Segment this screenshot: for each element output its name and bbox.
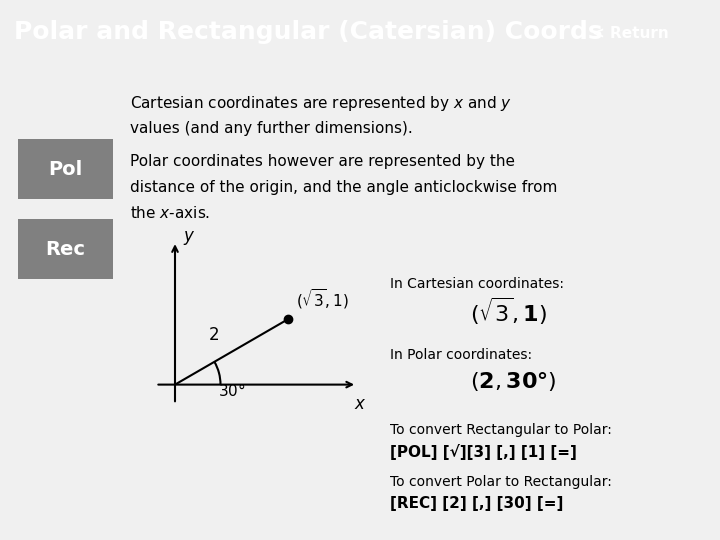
- Text: $(\sqrt{3},1)$: $(\sqrt{3},1)$: [296, 287, 348, 312]
- Text: [REC] [2] [,] [30] [=]: [REC] [2] [,] [30] [=]: [390, 496, 563, 511]
- Text: $y$: $y$: [183, 229, 195, 247]
- Text: Polar coordinates however are represented by the: Polar coordinates however are represente…: [130, 153, 515, 168]
- Text: $(\mathbf{2}, \mathbf{30°})$: $(\mathbf{2}, \mathbf{30°})$: [470, 370, 557, 393]
- Text: To convert Polar to Rectangular:: To convert Polar to Rectangular:: [390, 475, 612, 489]
- Text: Pol: Pol: [48, 159, 82, 179]
- FancyBboxPatch shape: [18, 219, 113, 279]
- Text: [POL] [√][3] [,] [1] [=]: [POL] [√][3] [,] [1] [=]: [390, 444, 577, 460]
- Text: Polar and Rectangular (Catersian) Coords: Polar and Rectangular (Catersian) Coords: [14, 21, 603, 44]
- Text: Cartesian coordinates are represented by $x$ and $y$: Cartesian coordinates are represented by…: [130, 94, 512, 113]
- Text: $30°$: $30°$: [218, 382, 246, 399]
- Text: distance of the origin, and the angle anticlockwise from: distance of the origin, and the angle an…: [130, 180, 557, 194]
- Text: the $x$-axis.: the $x$-axis.: [130, 205, 210, 221]
- Text: $2$: $2$: [208, 326, 219, 344]
- Text: Rec: Rec: [45, 240, 85, 259]
- FancyBboxPatch shape: [18, 139, 113, 199]
- Text: In Polar coordinates:: In Polar coordinates:: [390, 348, 532, 362]
- Text: To convert Rectangular to Polar:: To convert Rectangular to Polar:: [390, 423, 612, 437]
- Text: values (and any further dimensions).: values (and any further dimensions).: [130, 122, 413, 137]
- Text: In Cartesian coordinates:: In Cartesian coordinates:: [390, 278, 564, 292]
- Text: $(\sqrt{3},\mathbf{1})$: $(\sqrt{3},\mathbf{1})$: [470, 296, 546, 327]
- Text: < Return: < Return: [592, 26, 668, 41]
- Text: $x$: $x$: [354, 395, 366, 413]
